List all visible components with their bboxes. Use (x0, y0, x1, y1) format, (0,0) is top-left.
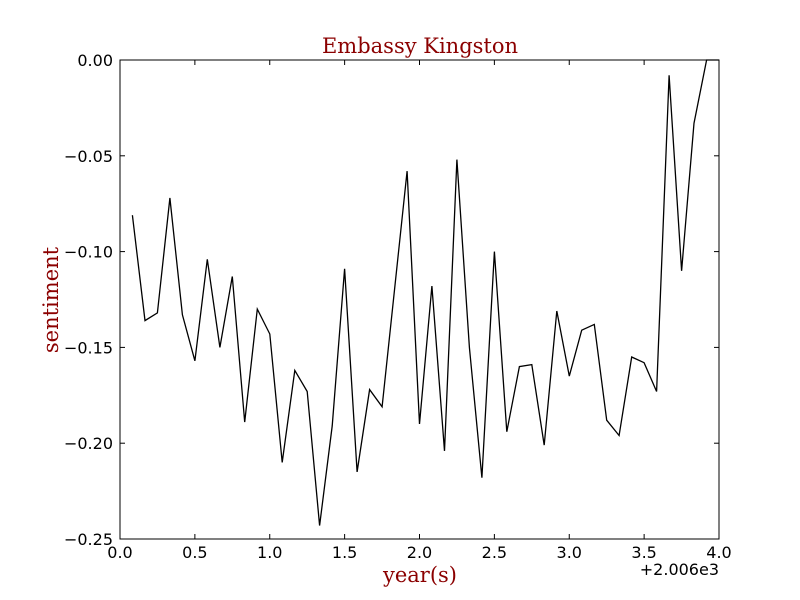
y-tick-label: −0.25 (64, 530, 113, 549)
y-ticks: 0.00 −0.05 −0.10 −0.15 −0.20 −0.25 (64, 51, 719, 549)
x-tick-label: 1.0 (257, 543, 282, 562)
x-tick-label: 0.0 (107, 543, 132, 562)
y-tick-label: −0.15 (64, 338, 113, 357)
y-tick-label: 0.00 (77, 51, 113, 70)
chart-title: Embassy Kingston (322, 34, 518, 58)
x-tick-label: 2.0 (407, 543, 432, 562)
series-line-0 (131, 59, 719, 526)
x-axis-label: year(s) (382, 563, 457, 587)
x-tick-label: 2.5 (482, 543, 507, 562)
x-offset-label: +2.006e3 (640, 560, 719, 579)
x-ticks: 0.0 0.5 1.0 1.5 2.0 2.5 3.0 3.5 4.0 (107, 60, 732, 562)
data-layer (131, 59, 719, 526)
y-tick-label: −0.20 (64, 434, 113, 453)
y-tick-label: −0.10 (64, 243, 113, 262)
x-tick-label: 3.0 (557, 543, 582, 562)
x-tick-label: 0.5 (182, 543, 207, 562)
x-tick-label: 1.5 (332, 543, 357, 562)
y-tick-label: −0.05 (64, 147, 113, 166)
x-tick-label: 4.0 (706, 543, 731, 562)
axes-frame (119, 59, 720, 540)
plot-area: 0.0 0.5 1.0 1.5 2.0 2.5 3.0 3.5 4.0 0.00 −0.05 −0.… (64, 51, 732, 562)
x-tick-label: 3.5 (631, 543, 656, 562)
y-axis-label: sentiment (39, 246, 63, 353)
